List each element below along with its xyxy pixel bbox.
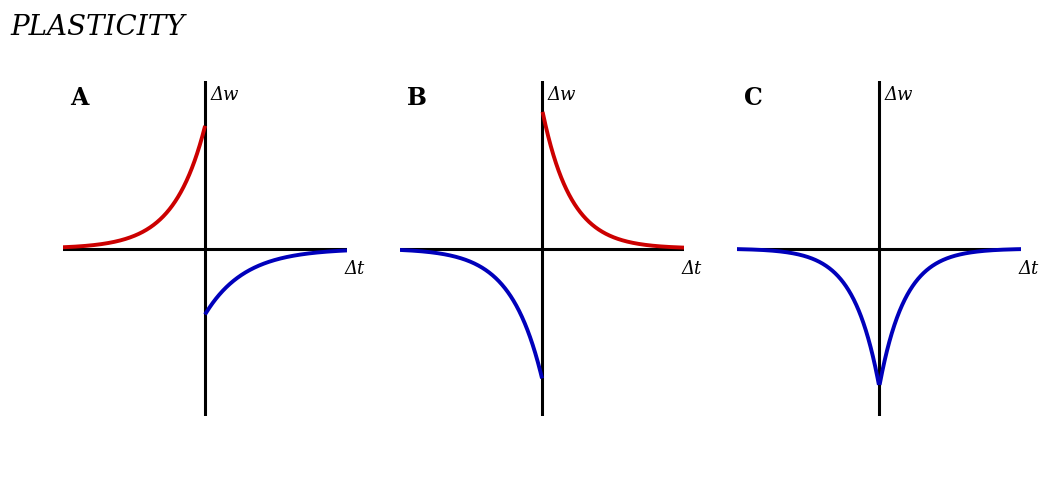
Text: B: B <box>408 87 428 110</box>
Text: Δw: Δw <box>548 87 576 104</box>
Text: Δw: Δw <box>211 87 239 104</box>
Text: C: C <box>744 87 763 110</box>
Text: Δt: Δt <box>1018 260 1039 278</box>
Text: Δw: Δw <box>885 87 913 104</box>
Text: A: A <box>71 87 88 110</box>
Text: PLASTICITY: PLASTICITY <box>11 14 185 41</box>
Text: Δt: Δt <box>344 260 365 278</box>
Text: Δt: Δt <box>681 260 702 278</box>
